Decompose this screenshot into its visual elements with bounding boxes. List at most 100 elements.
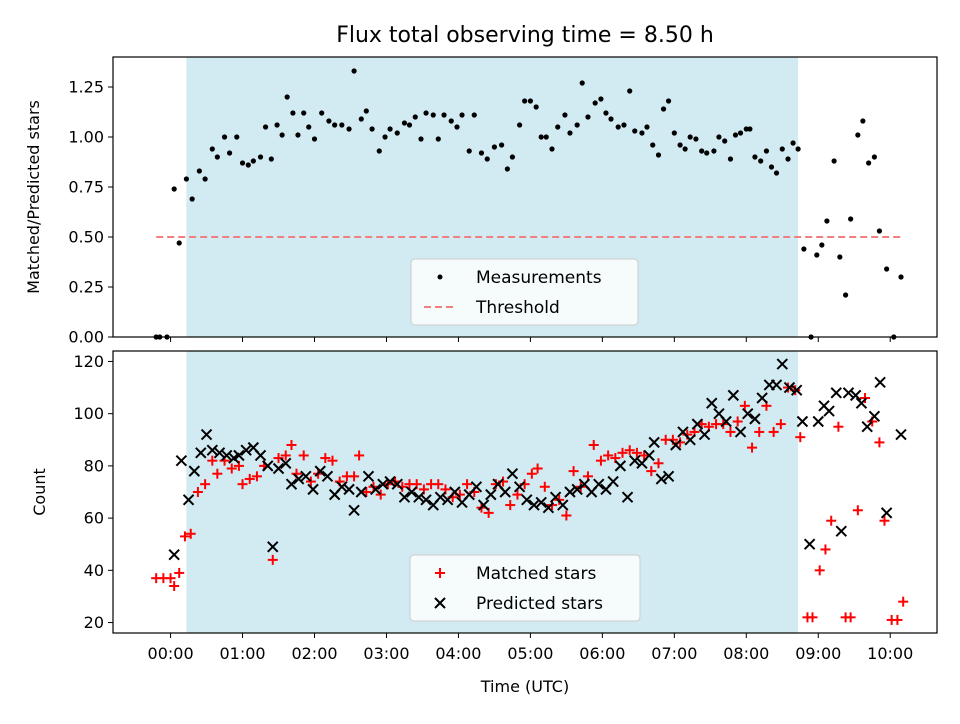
measurement-point [655, 152, 662, 158]
predicted-star-point [195, 447, 207, 459]
predicted-star-point [506, 468, 519, 480]
predicted-star-point [557, 499, 569, 511]
matched-star-point [165, 573, 176, 584]
measurement-point [866, 160, 872, 166]
measurement-point [639, 130, 645, 136]
matched-star-point [267, 554, 278, 565]
measurement-point [351, 68, 357, 74]
matched-star-point [512, 489, 523, 500]
matched-star-point [561, 510, 572, 521]
y-tick-label: 0.75 [68, 178, 104, 197]
measurement-point [423, 110, 429, 116]
y-tick-label: 60 [84, 509, 104, 528]
matched-star-point [237, 479, 248, 490]
x-tick-label: 03:00 [363, 644, 409, 663]
matched-star-point [174, 567, 185, 578]
predicted-star-point [168, 548, 180, 561]
measurement-point [209, 146, 215, 152]
measurement-point [555, 124, 561, 130]
legend-measurements-label: Measurements [476, 268, 602, 288]
matched-star-point [349, 471, 360, 482]
predicted-star-point [521, 494, 533, 506]
measurement-point [795, 146, 801, 152]
predicted-star-point [220, 449, 233, 462]
matched-star-point [826, 515, 837, 526]
predicted-star-point [449, 486, 461, 498]
measurement-point [504, 166, 510, 172]
predicted-star-point [571, 483, 583, 496]
predicted-star-point [742, 407, 754, 420]
measurement-point [301, 110, 307, 116]
measurement-point [592, 100, 598, 106]
predicted-star-point [377, 478, 389, 490]
measurement-point [382, 134, 388, 140]
predicted-star-point [880, 507, 893, 519]
measurement-point [621, 122, 627, 128]
predicted-star-point [285, 478, 298, 490]
measurement-point [471, 112, 477, 118]
count-panel: 20 40 60 80 100 120 00:00 01:00 02:00 03:00 04:00… [30, 350, 938, 663]
predicted-star-point [343, 483, 355, 496]
measurement-point [814, 252, 820, 258]
measurement-point [533, 104, 539, 110]
predicted-star-point [830, 387, 842, 399]
measurement-point [758, 158, 764, 164]
y-tick-label: 1.25 [68, 78, 104, 97]
measurement-point [699, 148, 705, 154]
predicted-star-point [770, 379, 783, 391]
measurement-point [567, 130, 573, 136]
measurement-point [843, 292, 849, 298]
predicted-star-point [314, 465, 326, 477]
x-tick-label: 00:00 [148, 644, 194, 663]
predicted-star-point [874, 376, 886, 389]
matched-star-point [526, 468, 537, 479]
legend-plus-symbol [435, 568, 445, 578]
x-tick-label: 10:00 [867, 644, 913, 663]
matched-star-point [631, 447, 642, 458]
measurement-point [326, 118, 332, 124]
measurement-point [574, 122, 580, 128]
matched-star-point [739, 400, 750, 411]
measurement-point [250, 158, 256, 164]
measurement-point [484, 156, 490, 162]
measurement-point [603, 110, 609, 116]
measurement-point [598, 96, 604, 102]
matched-star-point [212, 468, 223, 479]
y-tick-label: 40 [84, 561, 104, 580]
matched-star-point [845, 612, 856, 623]
predicted-star-point [855, 397, 868, 409]
matched-star-point [244, 473, 255, 484]
predicted-star-point [321, 470, 334, 483]
predicted-star-point [670, 439, 682, 451]
matched-star-point [200, 479, 211, 490]
predicted-star-point [398, 491, 411, 503]
predicted-star-point [200, 428, 213, 441]
measurement-point [358, 116, 364, 122]
matched-star-point [532, 463, 543, 474]
ratio-panel-ylabel: Matched/Predicted stars [24, 100, 43, 294]
predicted-star-point [413, 491, 425, 503]
matched-star-point [732, 416, 743, 427]
measurement-point [245, 162, 251, 168]
measurement-point [517, 122, 523, 128]
measurement-point [339, 122, 345, 128]
matched-star-point [725, 426, 736, 437]
measurement-point [239, 160, 246, 166]
measurement-point [801, 246, 807, 252]
measurement-point [737, 130, 744, 136]
predicted-star-point [593, 478, 605, 490]
predicted-star-point [629, 454, 641, 467]
y-tick-label: 20 [84, 613, 104, 632]
matched-star-point [462, 479, 473, 490]
matched-star-point [653, 458, 664, 469]
legend-matched-label: Matched stars [476, 564, 596, 584]
predicted-star-point [485, 488, 497, 501]
matched-star-point [639, 450, 650, 461]
measurement-point [819, 242, 825, 248]
measurement-point [743, 126, 749, 132]
measurement-point [779, 146, 785, 152]
predicted-star-point [362, 470, 375, 483]
measurement-point [214, 154, 220, 160]
measurement-point [627, 88, 633, 94]
predicted-star-point [292, 473, 305, 485]
